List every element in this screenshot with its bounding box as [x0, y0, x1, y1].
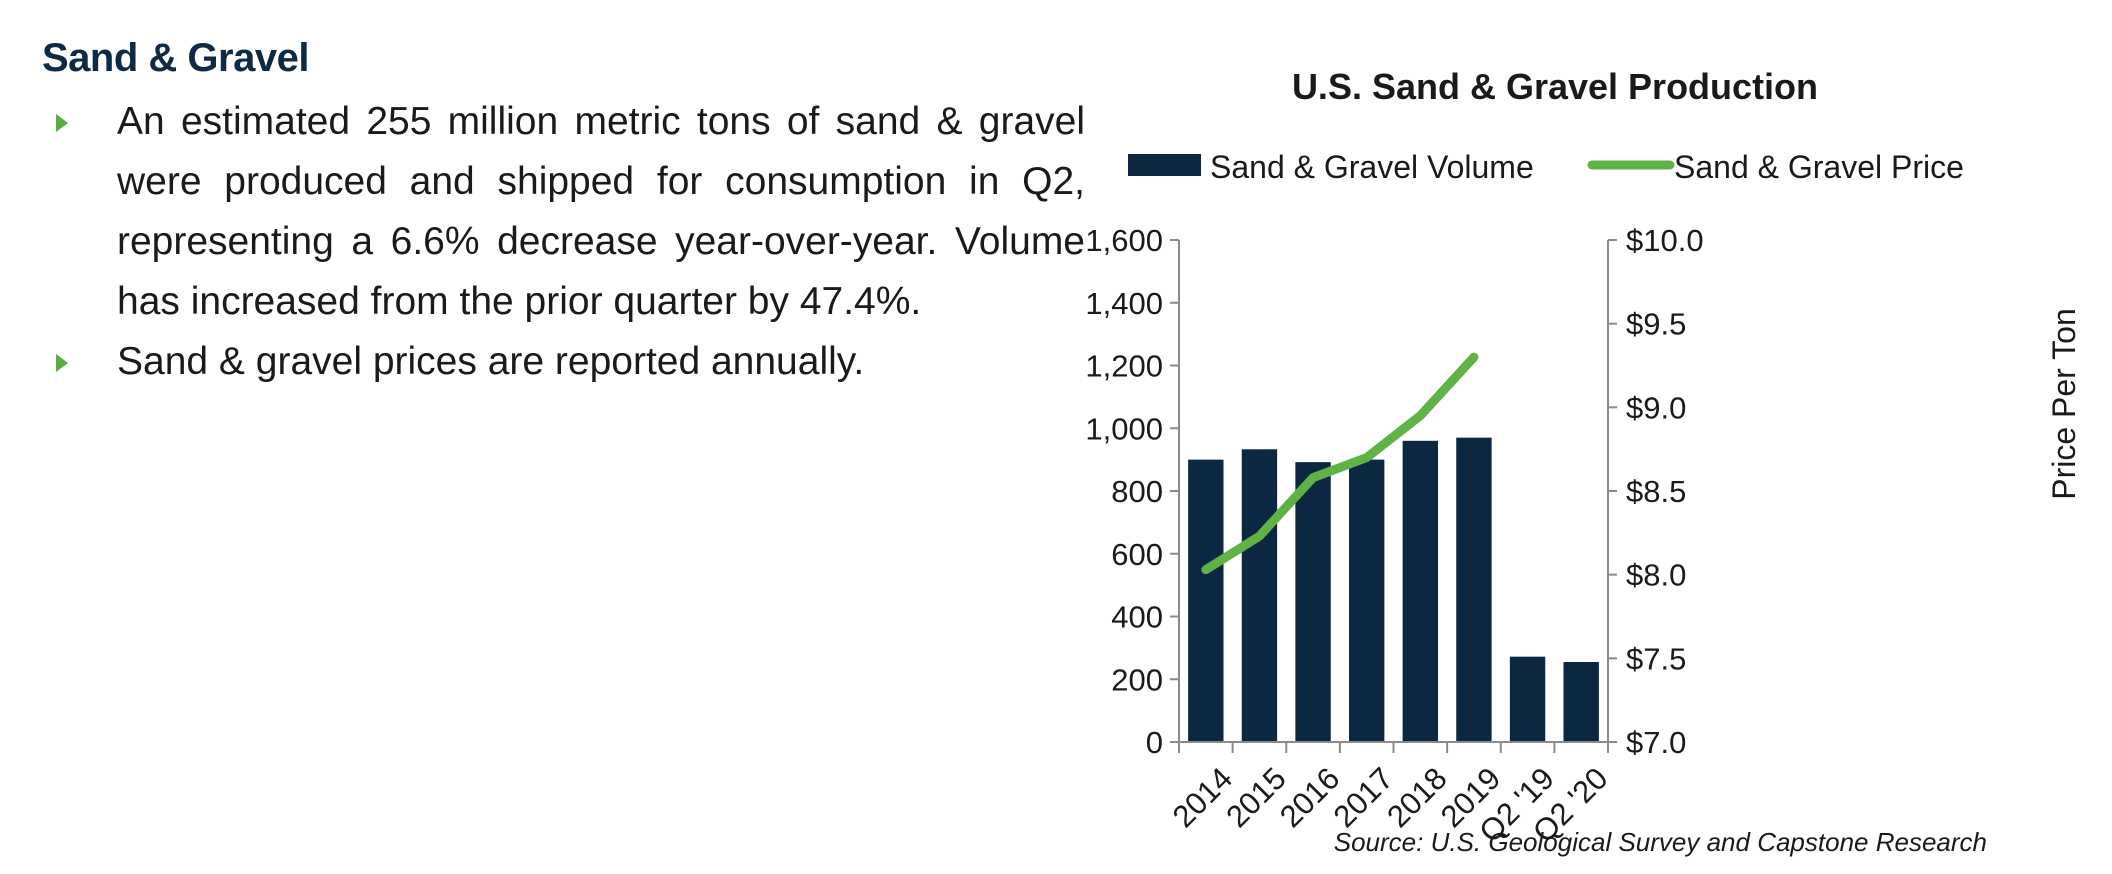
left-tick-label: 400: [1111, 600, 1163, 635]
right-axis-label: Price Per Ton: [2046, 308, 2082, 500]
source-note: Source: U.S. Geological Survey and Capst…: [1334, 827, 1987, 857]
bullet-text: An estimated 255 million metric tons of …: [117, 100, 1085, 323]
bar-3: [1348, 459, 1385, 742]
bullet-item: An estimated 255 million metric tons of …: [50, 92, 1085, 332]
chart-svg: U.S. Sand & Gravel Production Sand & Gra…: [1085, 66, 2082, 857]
bar-6: [1509, 656, 1546, 742]
bar-series: [1188, 437, 1599, 742]
bullet-list: An estimated 255 million metric tons of …: [50, 92, 1085, 392]
left-tick-label: 0: [1146, 725, 1163, 760]
right-tick-label: $9.0: [1626, 390, 1686, 425]
chart-title: U.S. Sand & Gravel Production: [1292, 66, 1818, 107]
bar-7: [1563, 661, 1599, 742]
right-tick-label: $10.0: [1626, 223, 1704, 258]
right-tick-label: $7.5: [1626, 641, 1686, 676]
left-tick-label: 1,600: [1085, 223, 1163, 258]
legend-label-price: Sand & Gravel Price: [1674, 149, 1964, 185]
bullet-item: Sand & gravel prices are reported annual…: [50, 332, 1085, 392]
x-tick-label: 2014: [1166, 761, 1240, 835]
bullet-text: Sand & gravel prices are reported annual…: [117, 340, 865, 383]
left-tick-label: 800: [1111, 474, 1163, 509]
x-tick-label: 2016: [1273, 761, 1347, 835]
chart-legend: Sand & Gravel Volume Sand & Gravel Price: [1128, 149, 1964, 185]
production-chart: U.S. Sand & Gravel Production Sand & Gra…: [1060, 60, 2112, 874]
section-title: Sand & Gravel: [42, 36, 309, 80]
right-tick-label: $8.5: [1626, 474, 1686, 509]
right-tick-label: $9.5: [1626, 307, 1686, 342]
left-tick-label: 1,200: [1085, 349, 1163, 384]
chart-axes: 0 200 400 600 800 1,000 1,200 1,400 1,600 $7.0 $7.…: [1085, 223, 1703, 849]
bullet-arrow-icon: [56, 114, 68, 132]
legend-swatch-volume: [1128, 154, 1201, 176]
left-tick-label: 200: [1111, 662, 1163, 697]
bar-5: [1456, 437, 1492, 742]
x-tick-label: 2017: [1327, 761, 1401, 835]
legend-label-volume: Sand & Gravel Volume: [1210, 149, 1534, 185]
left-tick-label: 1,000: [1085, 411, 1163, 446]
right-tick-label: $7.0: [1626, 725, 1686, 760]
left-tick-label: 600: [1111, 537, 1163, 572]
x-tick-label: 2018: [1380, 761, 1454, 835]
x-tick-label: 2015: [1219, 761, 1293, 835]
left-tick-label: 1,400: [1085, 286, 1163, 321]
bullet-arrow-icon: [56, 354, 68, 372]
bar-2: [1295, 462, 1331, 742]
bar-4: [1402, 440, 1439, 742]
bar-0: [1188, 459, 1224, 742]
right-tick-label: $8.0: [1626, 558, 1686, 593]
price-line: [1201, 352, 1479, 575]
bar-1: [1241, 449, 1278, 742]
line-series: [1201, 352, 1479, 575]
